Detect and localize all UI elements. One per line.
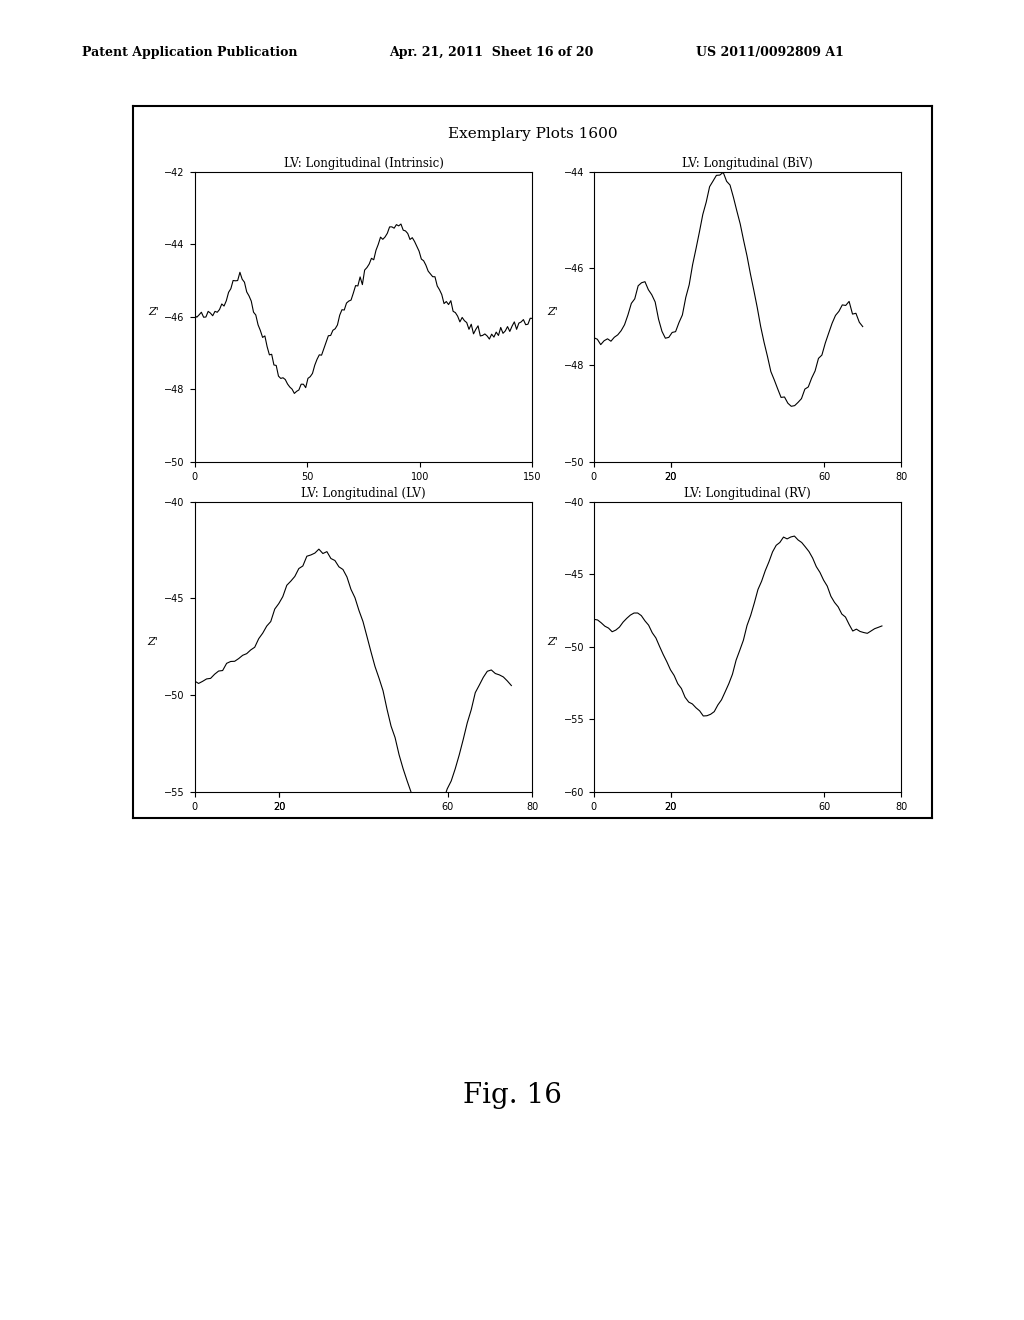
Text: Fig. 16: Fig. 16 [463, 1082, 561, 1109]
Title: LV: Longitudinal (BiV): LV: Longitudinal (BiV) [682, 157, 813, 170]
Text: Patent Application Publication: Patent Application Publication [82, 46, 297, 59]
Text: Apr. 21, 2011  Sheet 16 of 20: Apr. 21, 2011 Sheet 16 of 20 [389, 46, 594, 59]
Y-axis label: Z': Z' [147, 636, 159, 647]
Title: LV: Longitudinal (Intrinsic): LV: Longitudinal (Intrinsic) [284, 157, 443, 170]
Text: US 2011/0092809 A1: US 2011/0092809 A1 [696, 46, 844, 59]
Y-axis label: Z': Z' [147, 306, 159, 317]
Y-axis label: Z': Z' [547, 306, 558, 317]
Title: LV: Longitudinal (RV): LV: Longitudinal (RV) [684, 487, 811, 500]
Text: Exemplary Plots 1600: Exemplary Plots 1600 [447, 127, 617, 141]
Y-axis label: Z': Z' [547, 636, 558, 647]
Title: LV: Longitudinal (LV): LV: Longitudinal (LV) [301, 487, 426, 500]
